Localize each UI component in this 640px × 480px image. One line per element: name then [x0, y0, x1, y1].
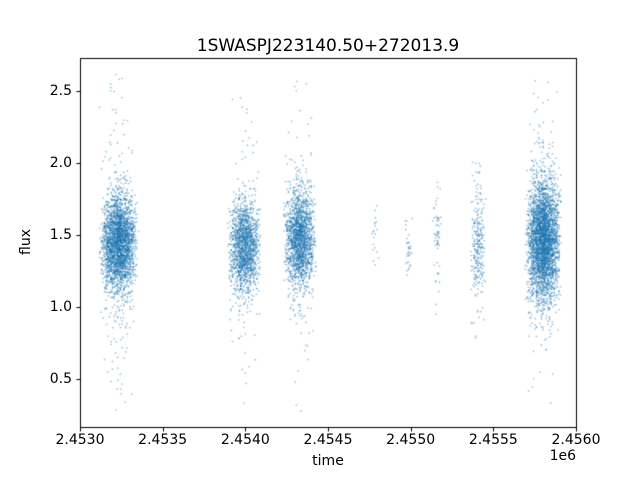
chart-title: 1SWASPJ223140.50+272013.9 [196, 36, 460, 56]
x-tick-label: 2.4545 [303, 432, 353, 448]
y-axis-label: flux [18, 229, 34, 255]
x-tick-label: 2.4530 [55, 432, 105, 448]
x-tick-label: 2.4550 [386, 432, 436, 448]
y-tick-label: 1.5 [49, 227, 72, 244]
y-tick-label: 1.0 [49, 299, 72, 316]
x-axis-offset-label: 1e6 [549, 448, 576, 464]
y-tick-label: 2.0 [49, 155, 72, 172]
x-axis-label: time [312, 453, 344, 469]
x-tick-label: 2.4535 [138, 432, 188, 448]
x-tick-label: 2.4560 [551, 432, 601, 448]
y-tick-label: 2.5 [49, 83, 72, 100]
y-tick-label: 0.5 [49, 371, 72, 388]
x-tick-label: 2.4555 [468, 432, 518, 448]
x-tick-label: 2.4540 [220, 432, 270, 448]
